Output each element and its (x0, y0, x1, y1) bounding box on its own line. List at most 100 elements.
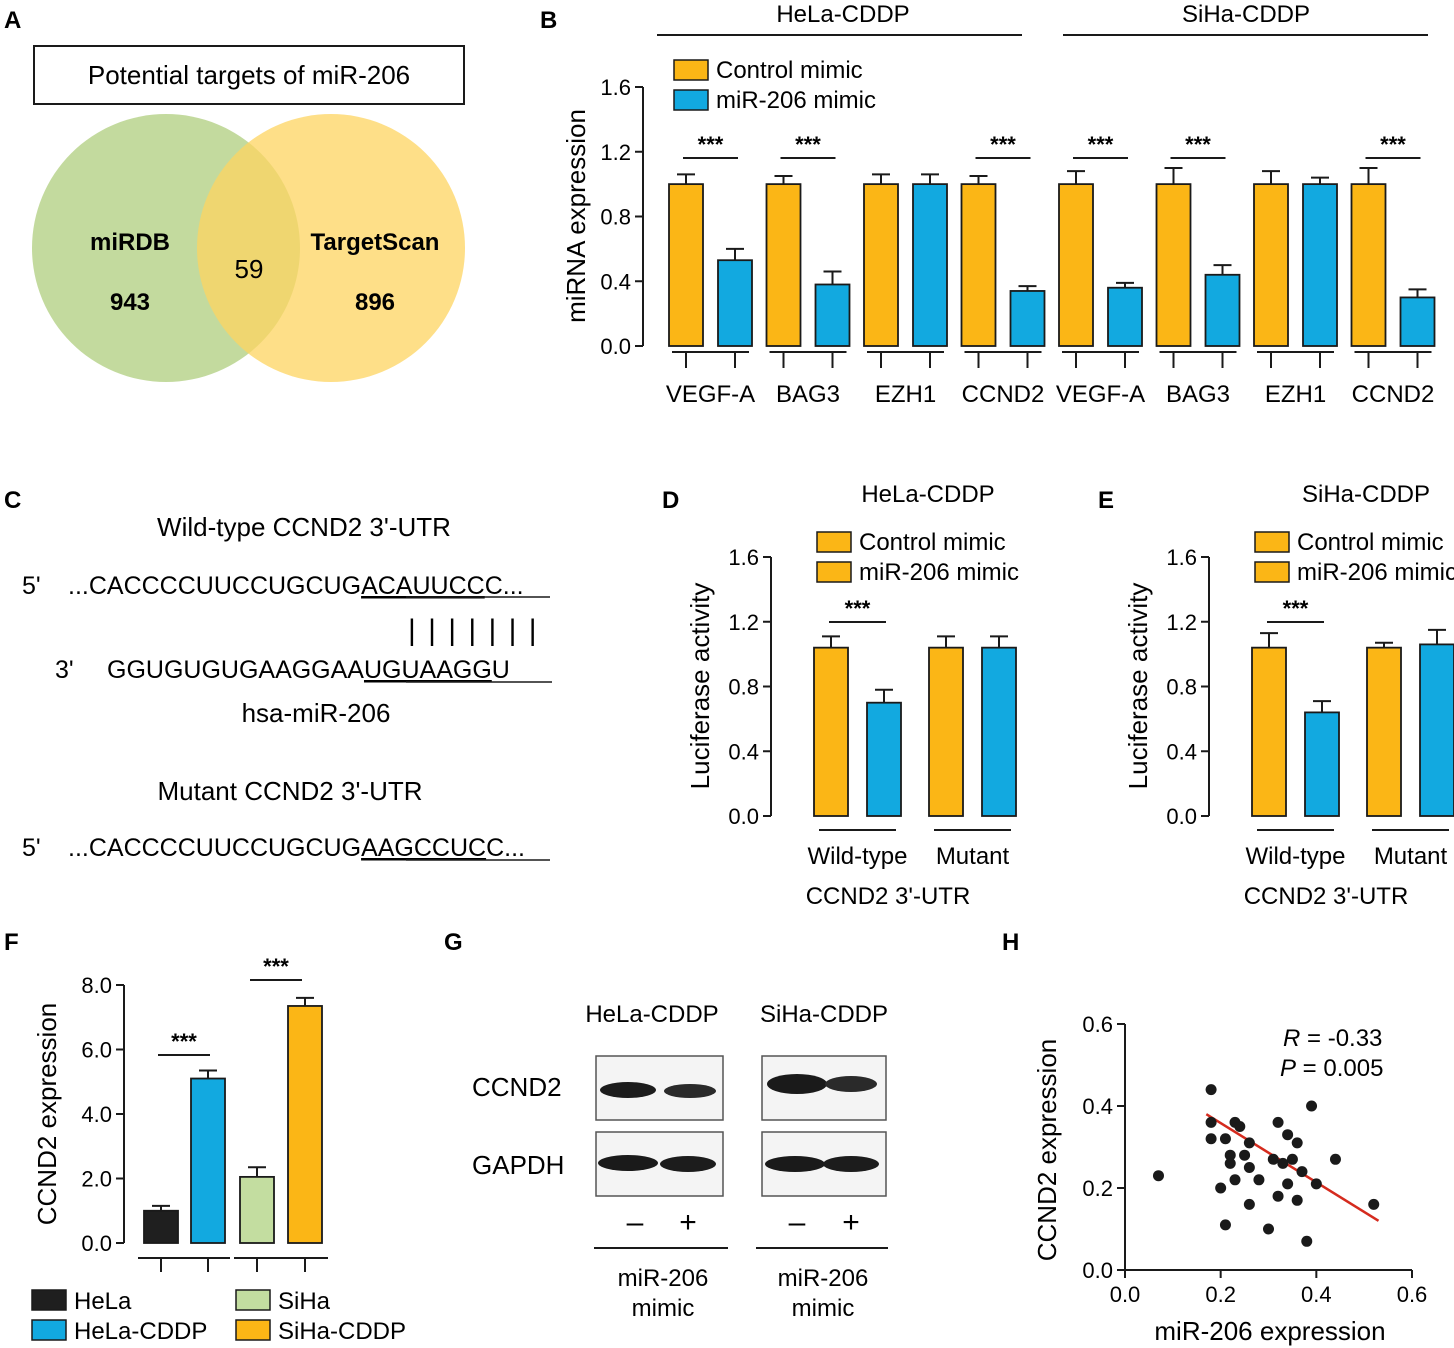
h-y-axis-title: CCND2 expression (1032, 1039, 1062, 1262)
wt-utr-title: Wild-type CCND2 3'-UTR (157, 512, 451, 542)
h-point (1224, 1149, 1236, 1161)
h-point (1243, 1198, 1255, 1210)
b-x-label: CCND2 (1352, 381, 1435, 408)
h-point (1282, 1178, 1294, 1190)
h-point (1329, 1153, 1341, 1165)
h-point (1296, 1166, 1308, 1178)
mir-seq-post: U (492, 656, 510, 684)
h-y-tick-label: 0.0 (1082, 1258, 1113, 1283)
b-bar-control (1155, 183, 1192, 347)
e-y-tick-label: 1.2 (1166, 610, 1197, 635)
h-point (1215, 1182, 1227, 1194)
h-point (1219, 1219, 1231, 1231)
d-x-label: Mutant (936, 843, 1010, 870)
d-y-axis-title: Luciferase activity (685, 583, 715, 790)
h-point (1291, 1137, 1303, 1149)
blot-hela-caption-1: miR-206 (618, 1265, 709, 1292)
f-y-tick-label: 6.0 (81, 1038, 112, 1063)
blot-row-ccnd2: CCND2 (472, 1072, 562, 1102)
h-point (1368, 1198, 1380, 1210)
panel-e: E 0.0 0.4 0.8 1.2 1.6 Luciferase activity SiHa… (1098, 481, 1454, 910)
b-legend-swatch-mir206 (673, 89, 709, 111)
d-y-tick-label: 1.6 (728, 545, 759, 570)
mut-utr-sequence: ...CACCCCUUCCUGCUGAAGCCUCC... (68, 834, 525, 862)
f-bar (287, 1005, 323, 1244)
h-point (1234, 1121, 1246, 1132)
h-x-tick-label: 0.2 (1205, 1282, 1236, 1307)
b-group-label: HeLa-CDDP (776, 1, 909, 28)
d-bar-mir206 (866, 701, 902, 817)
panel-a-label: A (4, 7, 21, 34)
wt-seq-site: ACAUUCC (361, 572, 485, 600)
mut-seq-site: AAGCCUC (361, 834, 486, 862)
b-x-label: BAG3 (776, 381, 840, 408)
b-x-label: EZH1 (875, 381, 936, 408)
b-x-label: BAG3 (1166, 381, 1230, 408)
e-legend-mir206: miR-206 mimic (1297, 559, 1454, 586)
b-bar-mir206 (1107, 286, 1143, 347)
h-point (1301, 1235, 1313, 1247)
b-significance: *** (1380, 132, 1406, 157)
wt-utr-sequence: ...CACCCCUUCCUGCUGACAUUCCC... (68, 572, 524, 600)
b-y-tick-label: 0.0 (600, 334, 631, 359)
b-x-label: VEGF-A (1056, 381, 1145, 408)
venn-right-count: 896 (355, 289, 395, 316)
h-point (1205, 1084, 1217, 1096)
blot-siha-caption-1: miR-206 (778, 1265, 869, 1292)
blot-row-gapdh: GAPDH (472, 1150, 564, 1180)
f-bar (143, 1209, 179, 1244)
f-bar (239, 1175, 275, 1244)
panel-h: H 0.0 0.2 0.4 0.6 0.0 0.2 0.4 0.6 miR-206 expres… (1002, 929, 1427, 1346)
h-point (1152, 1170, 1164, 1182)
panel-a: A Potential targets of miR-206 miRDB 943… (4, 7, 465, 382)
b-bar-mir206 (1204, 273, 1241, 347)
d-legend-swatch-control (816, 531, 852, 553)
e-significance: *** (1283, 596, 1309, 621)
b-significance: *** (1185, 132, 1211, 157)
h-point (1239, 1149, 1251, 1161)
mut-five-prime: 5' (22, 834, 41, 862)
h-point (1286, 1153, 1298, 1165)
d-legend-mir206: miR-206 mimic (859, 559, 1019, 586)
venn-title-box (33, 45, 465, 105)
h-y-tick-label: 0.2 (1082, 1176, 1113, 1201)
band-siha-gapdh-minus (765, 1156, 825, 1172)
e-bar-mir206 (1419, 643, 1454, 817)
legend-f-swatch-siha (235, 1289, 271, 1311)
h-point (1277, 1157, 1289, 1169)
venn-title: Potential targets of miR-206 (88, 60, 410, 90)
panel-g: G HeLa-CDDP SiHa-CDDP CCND2 GAPDH – + – … (444, 929, 888, 1322)
legend-f-swatch-hela-cddp (31, 1319, 67, 1341)
e-x-axis-title: CCND2 3'-UTR (1244, 883, 1409, 910)
b-legend-control: Control mimic (716, 57, 863, 84)
band-siha-ccnd2-plus (825, 1076, 877, 1092)
legend-f-swatch-hela (31, 1289, 67, 1311)
e-y-tick-label: 0.8 (1166, 675, 1197, 700)
d-bar-control (813, 646, 849, 817)
e-x-label: Wild-type (1245, 843, 1345, 870)
h-point (1205, 1116, 1217, 1128)
h-point (1253, 1174, 1265, 1186)
b-bar-mir206 (1009, 290, 1046, 347)
e-legend-control: Control mimic (1297, 529, 1444, 556)
mir-sequence: GGUGUGUGAAGGAAUGUAAGGU (107, 656, 510, 684)
b-significance: *** (1088, 132, 1114, 157)
panel-b: B 0.0 0.4 0.8 1.2 1.6 miRNA expression HeLa-CD… (540, 1, 1436, 408)
b-bar-control (960, 183, 997, 347)
mut-utr-title: Mutant CCND2 3'-UTR (157, 776, 422, 806)
legend-f-siha-cddp: SiHa-CDDP (278, 1318, 406, 1345)
b-significance: *** (990, 132, 1016, 157)
f-bar (190, 1077, 226, 1244)
b-significance: *** (795, 132, 821, 157)
b-x-label: CCND2 (962, 381, 1045, 408)
h-point (1291, 1194, 1303, 1206)
e-y-tick-label: 0.0 (1166, 804, 1197, 829)
b-legend-swatch-control (673, 59, 709, 81)
h-point (1219, 1133, 1231, 1145)
b-y-tick-label: 0.8 (600, 205, 631, 230)
h-point (1263, 1223, 1274, 1235)
f-significance-hela: *** (171, 1029, 197, 1054)
b-bar-mir206 (912, 183, 948, 347)
chart-d: 0.0 0.4 0.8 1.2 1.6 Luciferase activity HeLa-C… (685, 481, 1019, 910)
